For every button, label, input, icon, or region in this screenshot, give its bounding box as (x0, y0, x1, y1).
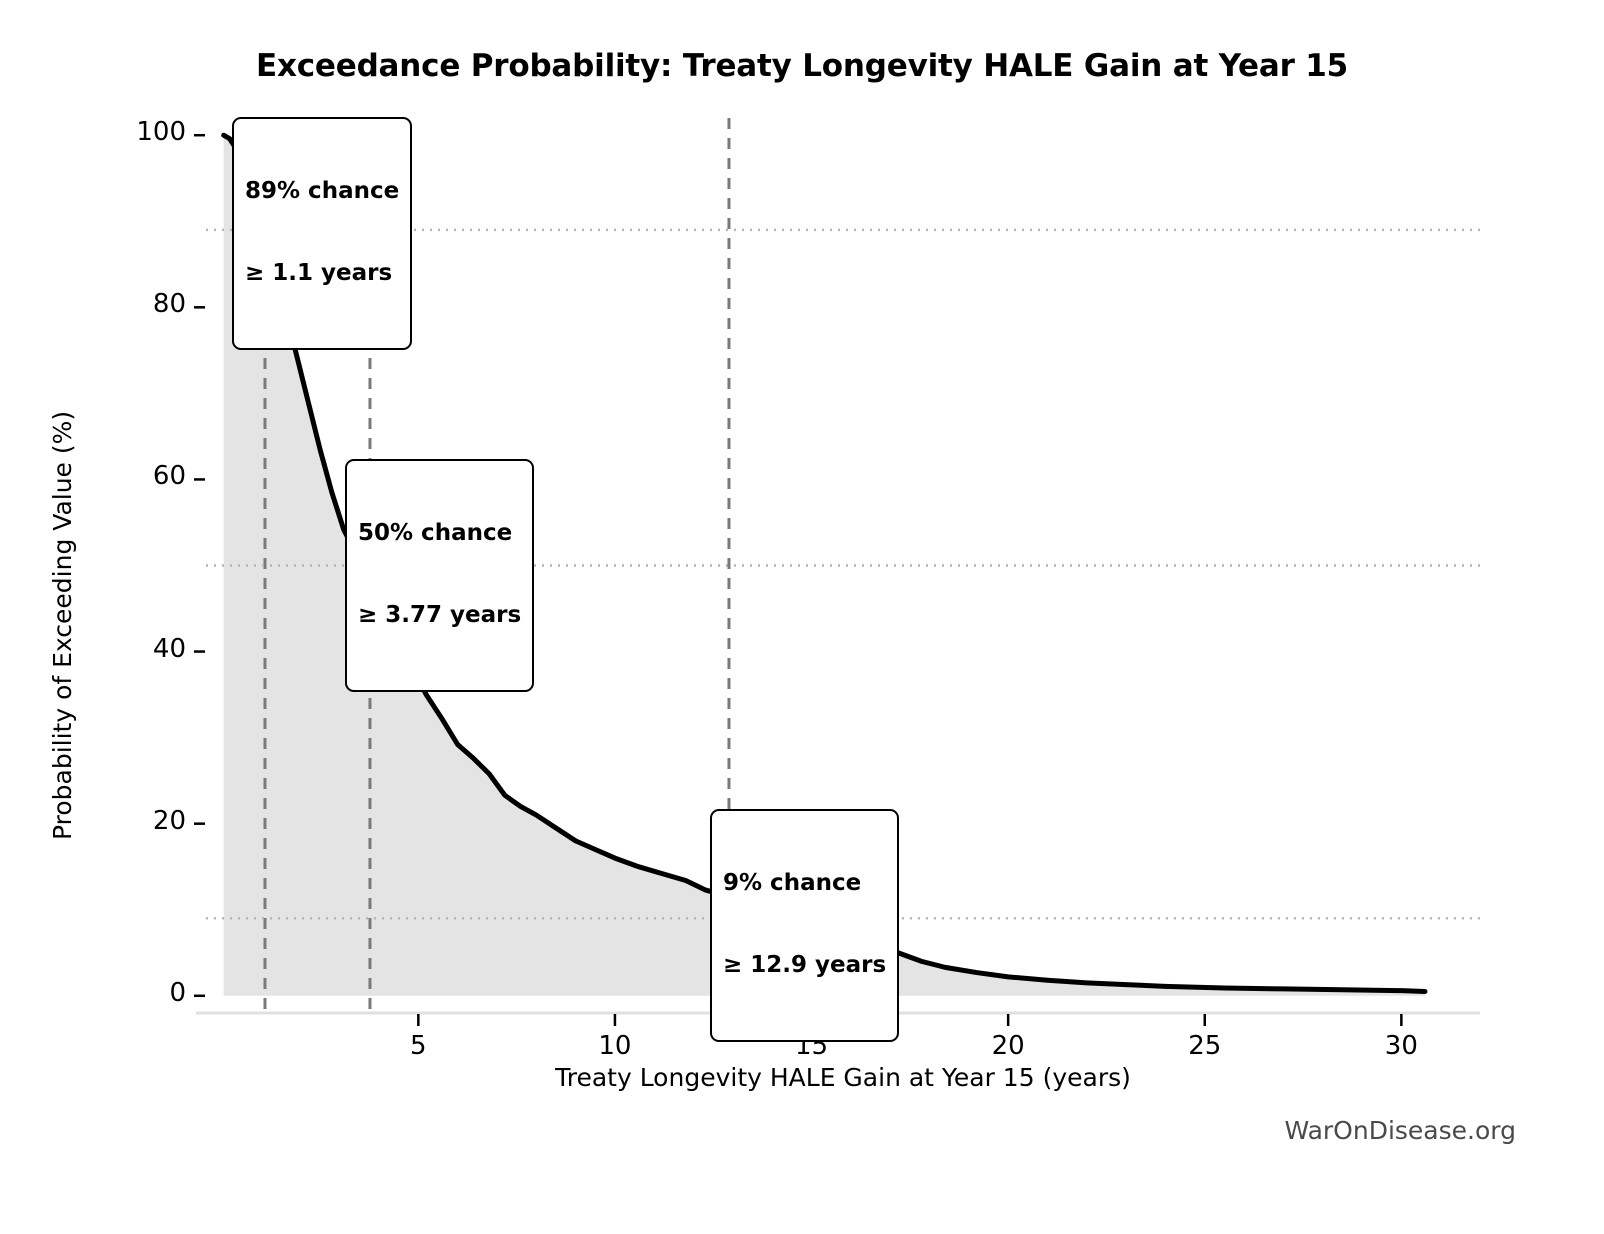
y-tick-label: 0 (169, 977, 186, 1008)
y-tick-label: 60 (152, 461, 186, 492)
annotation-line-1: 89% chance (245, 178, 400, 205)
chart-title: Exceedance Probability: Treaty Longevity… (255, 48, 1349, 84)
area-fill (223, 135, 1425, 996)
watermark: WarOnDisease.org (1284, 1116, 1516, 1145)
x-tick-label: 25 (1188, 1031, 1222, 1061)
annotation-line-2: ≥ 12.9 years (723, 951, 887, 978)
x-tick-label: 30 (1384, 1031, 1418, 1061)
x-tick-label: 20 (991, 1031, 1025, 1061)
annotation-line-1: 9% chance (723, 870, 862, 897)
x-tick-label: 10 (598, 1031, 632, 1061)
annotation-line-2: ≥ 1.1 years (245, 259, 393, 286)
annotation-89-percent: 89% chance ≥ 1.1 years (232, 117, 413, 350)
y-tick-label: 40 (152, 633, 186, 664)
annotation-9-percent: 9% chance ≥ 12.9 years (710, 809, 900, 1042)
annotation-50-percent: 50% chance ≥ 3.77 years (345, 459, 535, 692)
y-axis-title: Probability of Exceeding Value (%) (48, 410, 77, 840)
y-tick-label: 100 (136, 117, 186, 148)
exceedance-curve (221, 132, 1428, 994)
y-tick-label: 20 (152, 805, 186, 836)
annotation-line-2: ≥ 3.77 years (358, 601, 522, 628)
annotation-line-1: 50% chance (358, 520, 513, 547)
x-axis-title: Treaty Longevity HALE Gain at Year 15 (y… (555, 1063, 1131, 1092)
y-tick-label: 80 (152, 289, 186, 320)
x-tick-label: 5 (410, 1031, 427, 1061)
